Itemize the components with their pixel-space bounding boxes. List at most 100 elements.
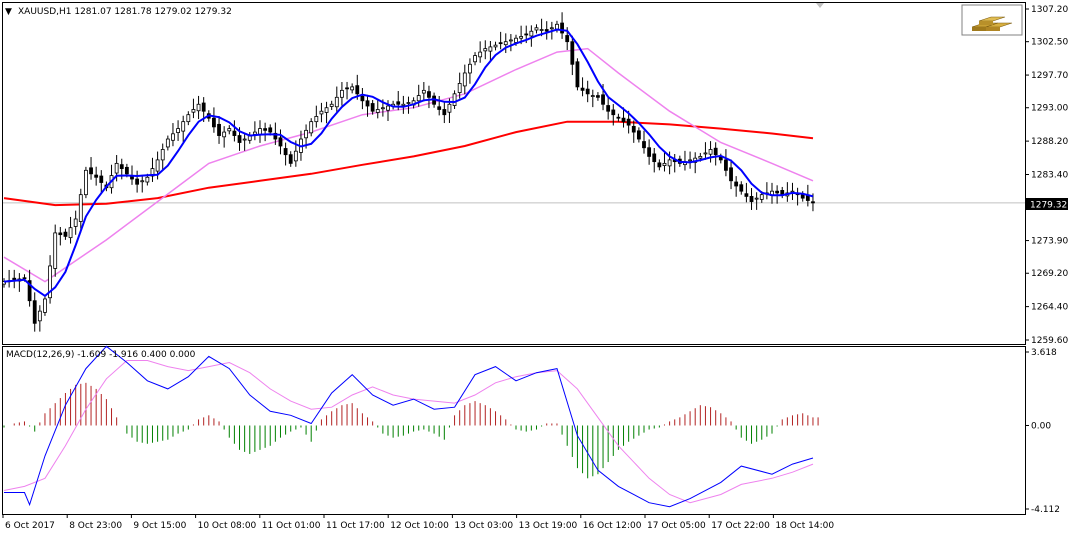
- candle-body: [457, 83, 462, 93]
- candle-body: [135, 178, 140, 185]
- ma-fast-line: [3, 28, 814, 298]
- candle-body: [340, 89, 344, 98]
- x-tick-label: 11 Oct 01:00: [262, 521, 321, 531]
- candle-body: [191, 109, 196, 113]
- candle-body: [406, 102, 411, 104]
- candle-body: [380, 107, 385, 110]
- x-tick-label: 17 Oct 05:00: [647, 521, 706, 531]
- candle-body: [744, 193, 749, 197]
- x-tick-label: 11 Oct 17:00: [326, 521, 385, 531]
- candle-body: [145, 176, 150, 183]
- candle-body: [667, 159, 672, 167]
- candle-body: [488, 46, 493, 52]
- candle-body: [43, 298, 47, 313]
- candle-body: [232, 130, 237, 136]
- candle-body: [734, 181, 739, 187]
- x-tick-label: 18 Oct 14:00: [775, 521, 834, 531]
- candle-body: [171, 133, 175, 141]
- price-chart[interactable]: [2, 2, 1026, 345]
- candle-body: [811, 201, 815, 204]
- candle-body: [114, 162, 119, 174]
- candle-body: [278, 137, 283, 147]
- candle-body: [196, 103, 201, 112]
- x-tick-label: 6 Oct 2017: [5, 521, 55, 531]
- candle-body: [58, 232, 63, 236]
- candle-body: [647, 147, 652, 157]
- candle-body: [421, 89, 426, 94]
- macd-line: [4, 345, 814, 508]
- candle-body: [165, 138, 170, 148]
- candle-body: [345, 87, 349, 90]
- macd-chart-frame: [2, 346, 1026, 515]
- x-tick-label: 13 Oct 03:00: [454, 521, 513, 531]
- gold-bars-icon: [961, 4, 1023, 36]
- candle-body: [365, 100, 370, 107]
- candle-body: [652, 153, 657, 163]
- x-tick-label: 9 Oct 15:00: [133, 521, 186, 531]
- candle-body: [544, 29, 549, 32]
- candle-body: [519, 36, 524, 39]
- candle-body: [657, 162, 662, 168]
- dropdown-icon[interactable]: ▼: [5, 7, 12, 17]
- candle-body: [288, 154, 293, 164]
- candle-body: [334, 96, 339, 108]
- candle-body: [119, 164, 124, 169]
- candle-body: [32, 300, 37, 324]
- candle-body: [160, 149, 165, 161]
- current-price-badge: 1279.32: [1026, 198, 1068, 211]
- x-tick-label: 17 Oct 22:00: [711, 521, 770, 531]
- candle-body: [360, 95, 365, 102]
- candle-body: [759, 194, 764, 200]
- candle-body: [534, 27, 539, 31]
- candle-body: [539, 29, 544, 31]
- y-tick-label: 1307.20: [1031, 5, 1068, 15]
- candle-body: [212, 117, 216, 128]
- candle-body: [724, 159, 728, 171]
- candle-body: [560, 22, 564, 34]
- candle-body: [468, 63, 472, 74]
- candle-body: [89, 167, 93, 175]
- candle-body: [68, 227, 73, 239]
- candle-body: [401, 103, 406, 106]
- candle-body: [37, 310, 42, 322]
- candle-body: [22, 277, 27, 280]
- candle-body: [626, 118, 631, 126]
- candle-body: [309, 121, 314, 134]
- signal-line: [3, 360, 814, 504]
- candle-body: [319, 110, 324, 115]
- candle-body: [78, 194, 83, 222]
- candle-body: [53, 232, 58, 269]
- svg-text:1279.32: 1279.32: [1030, 201, 1067, 211]
- candle-body: [570, 41, 575, 65]
- candle-body: [478, 51, 483, 58]
- candle-body: [416, 95, 421, 102]
- candle-body: [437, 106, 442, 110]
- y-tick-label: 1293.00: [1031, 104, 1068, 114]
- candle-body: [616, 116, 621, 119]
- candle-body: [237, 135, 242, 143]
- candle-body: [713, 147, 718, 156]
- candle-body: [375, 109, 380, 113]
- candle-body: [227, 128, 232, 132]
- macd-y-tick-label: -4.112: [1031, 505, 1060, 515]
- candle-body: [350, 86, 355, 91]
- candle-body: [585, 88, 590, 95]
- candle-body: [370, 103, 375, 112]
- candle-body: [718, 156, 723, 161]
- ma-mid-line: [3, 47, 814, 283]
- candle-body: [636, 130, 641, 140]
- macd-y-tick-label: 0.00: [1031, 421, 1051, 431]
- y-tick-label: 1259.60: [1031, 336, 1068, 346]
- scroll-marker-icon[interactable]: [816, 3, 824, 8]
- candle-body: [217, 123, 221, 136]
- candle-body: [754, 197, 759, 200]
- candle-body: [452, 93, 457, 106]
- candle-body: [549, 27, 554, 30]
- candle-body: [273, 132, 278, 140]
- candle-body: [242, 138, 247, 141]
- macd-chart[interactable]: [2, 345, 1026, 515]
- candle-body: [84, 169, 88, 196]
- candle-body: [503, 41, 508, 46]
- candle-body: [473, 55, 477, 63]
